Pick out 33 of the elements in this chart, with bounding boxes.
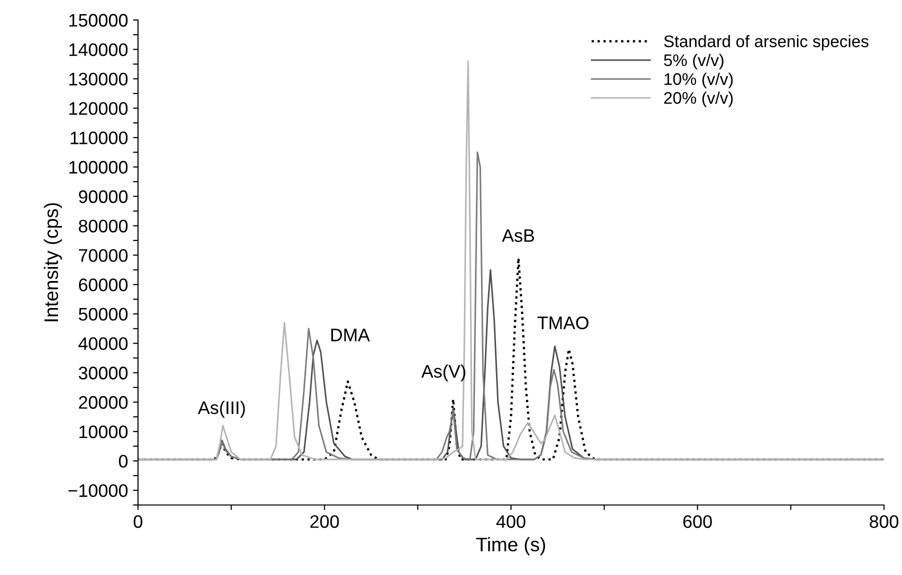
- x-axis-title: Time (s): [476, 537, 546, 556]
- y-tick-label: 150000: [69, 14, 128, 27]
- y-tick-label: 60000: [78, 278, 128, 292]
- y-tick-label: −10000: [68, 484, 128, 498]
- y-tick-label: 80000: [78, 220, 128, 232]
- y-tick-label: 30000: [78, 366, 128, 380]
- legend-label: 5% (v/v): [664, 54, 724, 70]
- annotation: DMA: [331, 328, 370, 342]
- x-tick-label: 400: [496, 515, 526, 528]
- annotation: AsB: [502, 229, 534, 242]
- legend-label: 20% (v/v): [664, 92, 733, 108]
- y-tick-label: 90000: [78, 190, 128, 204]
- y-tick-label: 140000: [69, 43, 128, 56]
- y-tick-label: 130000: [69, 72, 128, 86]
- legend-label: Standard of arsenic species: [664, 35, 868, 51]
- y-axis-title: Intensity (cps): [44, 203, 62, 322]
- x-tick-label: 800: [870, 515, 898, 528]
- y-tick-label: 110000: [70, 132, 128, 144]
- x-tick-label: 200: [310, 515, 339, 528]
- annotation: As(III): [198, 400, 245, 418]
- x-tick-label: 0: [134, 515, 142, 528]
- annotation: TMAO: [538, 316, 588, 330]
- y-tick-label: 40000: [78, 337, 128, 350]
- y-tick-label: 50000: [78, 308, 128, 321]
- y-tick-label: 70000: [79, 249, 128, 262]
- y-tick-label: 10000: [79, 425, 128, 438]
- y-tick-label: 100000: [69, 160, 128, 174]
- y-tick-label: 20000: [78, 396, 128, 409]
- x-tick-label: 600: [683, 515, 712, 528]
- y-tick-label: 120000: [69, 102, 128, 115]
- y-tick-label: 0: [118, 454, 128, 468]
- annotation: As(V): [421, 364, 466, 382]
- legend-label: 10% (v/v): [664, 72, 733, 88]
